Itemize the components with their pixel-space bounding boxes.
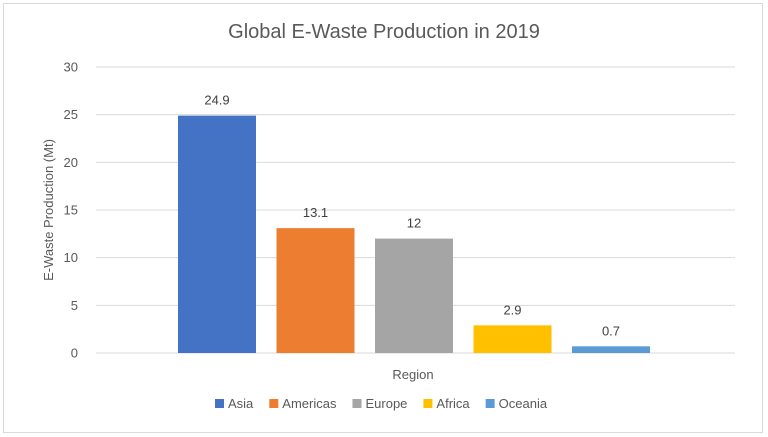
data-label-africa: 2.9 xyxy=(503,302,521,317)
data-labels: 24.9 13.1 12 2.9 0.7 xyxy=(204,93,620,339)
bars xyxy=(178,115,650,354)
legend-label-europe: Europe xyxy=(365,396,407,411)
y-tick-label: 0 xyxy=(71,346,78,361)
bar-africa xyxy=(473,325,552,353)
legend: Asia Americas Europe Africa Oceania xyxy=(215,396,548,411)
legend-swatch-europe xyxy=(352,399,362,408)
legend-label-oceania: Oceania xyxy=(499,396,548,411)
bar-asia xyxy=(178,115,256,354)
legend-label-asia: Asia xyxy=(228,396,254,411)
y-tick-label: 5 xyxy=(71,298,78,313)
y-tick-label: 10 xyxy=(64,250,78,265)
data-label-europe: 12 xyxy=(407,216,421,231)
chart-frame xyxy=(3,3,763,433)
legend-swatch-oceania xyxy=(485,399,495,408)
data-label-oceania: 0.7 xyxy=(602,323,620,338)
x-axis-title: Region xyxy=(392,367,433,382)
legend-label-africa: Africa xyxy=(436,396,470,411)
data-label-americas: 13.1 xyxy=(303,205,328,220)
y-tick-label: 15 xyxy=(64,203,78,218)
y-tick-label: 20 xyxy=(64,155,78,170)
y-tick-label: 30 xyxy=(64,60,78,75)
chart-title: Global E-Waste Production in 2019 xyxy=(228,21,540,43)
legend-swatch-africa xyxy=(423,399,433,408)
legend-label-americas: Americas xyxy=(282,396,337,411)
bar-oceania xyxy=(572,346,650,353)
y-axis-ticks: 0 5 10 15 20 25 30 xyxy=(64,60,78,361)
bar-europe xyxy=(375,238,453,353)
y-axis-title: E-Waste Production (Mt) xyxy=(41,139,56,281)
bar-americas xyxy=(276,228,355,353)
y-tick-label: 25 xyxy=(64,107,78,122)
legend-swatch-americas xyxy=(269,399,279,408)
data-label-asia: 24.9 xyxy=(204,93,229,108)
legend-swatch-asia xyxy=(215,399,224,408)
